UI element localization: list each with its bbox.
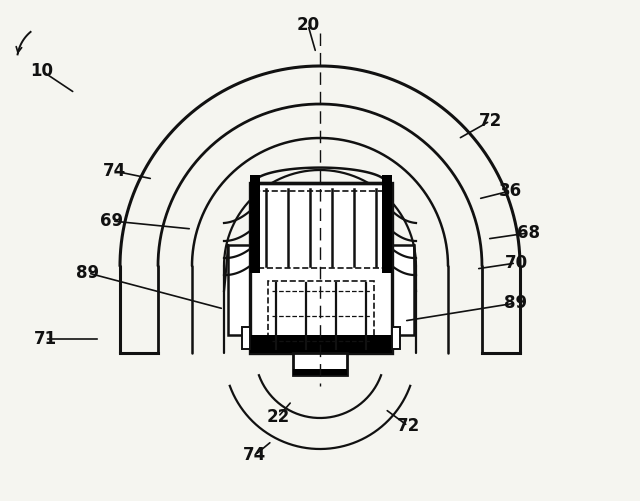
Text: 74: 74 bbox=[102, 162, 125, 180]
Text: 72: 72 bbox=[478, 112, 502, 130]
Text: 71: 71 bbox=[33, 330, 56, 348]
Bar bbox=[382, 175, 392, 273]
Bar bbox=[268, 281, 374, 353]
Text: 36: 36 bbox=[499, 182, 522, 200]
Bar bbox=[250, 183, 392, 353]
Bar bbox=[250, 175, 260, 273]
Bar bbox=[293, 369, 347, 375]
Bar bbox=[228, 245, 250, 335]
Bar bbox=[392, 245, 414, 335]
Text: 68: 68 bbox=[516, 224, 540, 242]
Bar bbox=[392, 327, 400, 349]
Text: 20: 20 bbox=[296, 16, 319, 34]
Text: 69: 69 bbox=[100, 212, 124, 230]
Text: 89: 89 bbox=[76, 264, 100, 282]
Bar bbox=[250, 183, 392, 353]
Bar bbox=[258, 191, 384, 268]
Text: 72: 72 bbox=[396, 417, 420, 435]
Text: 70: 70 bbox=[504, 254, 527, 272]
Text: 89: 89 bbox=[504, 294, 527, 312]
Text: 10: 10 bbox=[31, 62, 54, 80]
Bar bbox=[242, 327, 250, 349]
Text: 74: 74 bbox=[243, 446, 267, 464]
Bar bbox=[293, 353, 347, 375]
Bar bbox=[250, 335, 392, 353]
Text: 22: 22 bbox=[266, 408, 290, 426]
